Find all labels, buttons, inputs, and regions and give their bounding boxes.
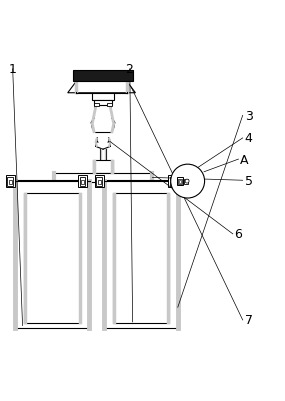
Bar [24, 193, 80, 323]
Bar [78, 176, 87, 188]
Bar [170, 178, 175, 186]
Text: 7: 7 [245, 314, 253, 327]
Bar [95, 176, 104, 188]
Text: A: A [240, 153, 248, 166]
Bar [107, 103, 112, 107]
Bar [113, 193, 169, 323]
Text: 6: 6 [234, 228, 242, 241]
Bar [80, 178, 86, 186]
Bar [177, 178, 184, 186]
Bar [178, 179, 182, 184]
Bar [98, 180, 101, 185]
Bar [14, 181, 90, 328]
Bar [168, 176, 177, 188]
Text: 3: 3 [245, 109, 253, 123]
Text: 4: 4 [245, 132, 253, 145]
Bar [93, 161, 113, 174]
Bar [103, 181, 179, 328]
Bar [184, 179, 188, 184]
Bar [81, 180, 84, 185]
Text: 5: 5 [245, 174, 253, 187]
Bar [9, 180, 12, 185]
Circle shape [185, 180, 189, 184]
Bar [92, 93, 114, 101]
Bar [174, 181, 177, 184]
Bar [96, 178, 102, 186]
Bar [94, 103, 99, 107]
Text: 1: 1 [9, 63, 16, 76]
Bar [171, 180, 174, 185]
Circle shape [171, 165, 205, 198]
Polygon shape [68, 82, 135, 93]
Bar [73, 71, 133, 82]
Bar [6, 176, 15, 188]
Bar [7, 178, 13, 186]
Bar [85, 181, 87, 184]
Bar [94, 100, 112, 105]
Text: 2: 2 [126, 63, 133, 76]
Bar [179, 181, 182, 184]
Bar [54, 173, 152, 182]
